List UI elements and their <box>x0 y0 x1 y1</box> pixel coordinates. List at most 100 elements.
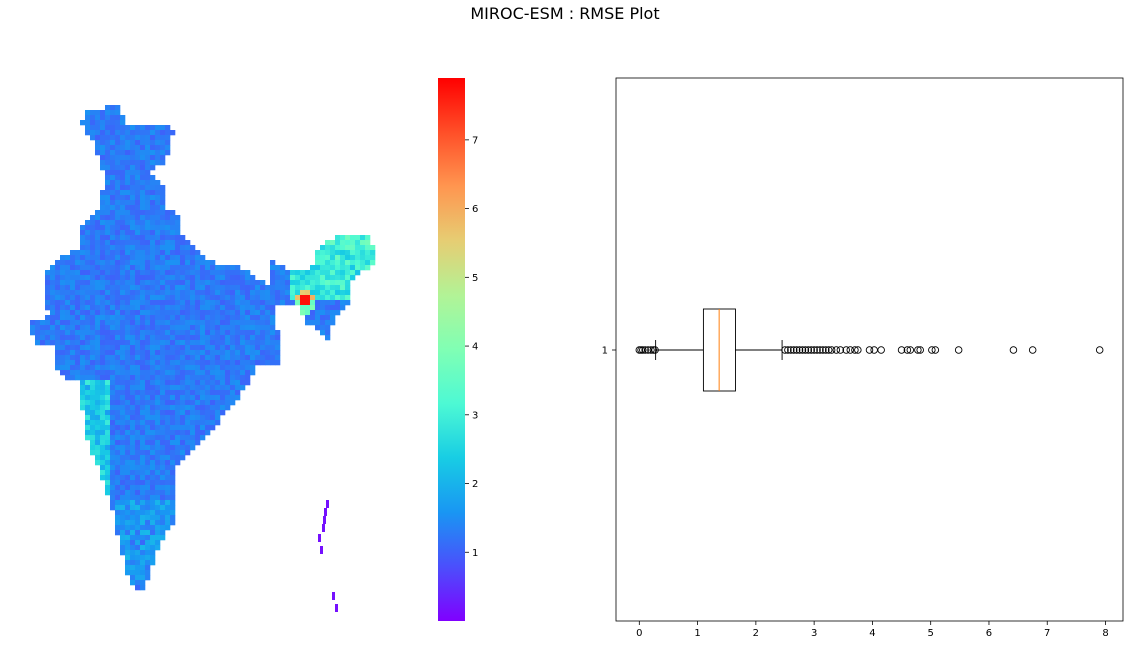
map-cell <box>355 235 361 241</box>
map-cell <box>160 530 166 536</box>
map-cell <box>95 295 101 301</box>
map-cell <box>105 305 111 311</box>
map-cell <box>95 235 101 241</box>
map-cell <box>125 555 131 561</box>
outlier-point <box>795 346 804 354</box>
map-cell <box>210 265 216 271</box>
map-cell <box>85 435 91 441</box>
map-cell <box>200 390 206 396</box>
outlier-point <box>816 346 824 354</box>
map-cell <box>155 465 161 471</box>
map-cell <box>340 265 346 271</box>
map-cell <box>140 195 146 201</box>
map-cell <box>65 280 71 286</box>
map-cell <box>250 320 256 326</box>
map-cell <box>165 130 171 136</box>
map-cell <box>130 340 136 346</box>
map-cell <box>125 265 131 271</box>
map-cell <box>75 335 81 341</box>
map-cell <box>155 505 161 511</box>
map-cell <box>65 325 71 331</box>
map-cell <box>70 280 76 286</box>
map-cell <box>320 265 326 271</box>
map-cell <box>160 520 166 526</box>
map-cell <box>200 280 206 286</box>
map-cell <box>110 475 116 481</box>
map-cell <box>200 395 206 401</box>
map-cell <box>155 300 161 306</box>
map-cell <box>100 345 106 351</box>
map-cell <box>165 405 171 411</box>
map-cell <box>50 305 56 311</box>
map-cell <box>120 140 126 146</box>
map-cell <box>115 140 121 146</box>
map-cell <box>320 255 326 261</box>
map-cell <box>195 420 201 426</box>
map-cell <box>225 350 231 356</box>
map-cell <box>170 375 176 381</box>
map-cell <box>75 280 81 286</box>
map-cell <box>140 520 146 526</box>
map-cell <box>125 235 131 241</box>
map-cell <box>140 580 146 586</box>
map-cell <box>165 425 171 431</box>
map-cell <box>65 285 71 291</box>
map-cell <box>215 335 221 341</box>
map-cell <box>145 260 151 266</box>
map-cell <box>125 545 131 551</box>
map-cell <box>300 290 306 296</box>
map-cell <box>160 460 166 466</box>
map-cell <box>160 160 166 166</box>
map-cell <box>360 265 366 271</box>
map-cell <box>205 345 211 351</box>
map-cell <box>205 335 211 341</box>
map-cell <box>125 450 131 456</box>
map-cell <box>225 300 231 306</box>
map-cell <box>90 285 96 291</box>
map-cell <box>165 215 171 221</box>
map-cell <box>115 465 121 471</box>
map-cell <box>215 265 221 271</box>
map-cell <box>120 310 126 316</box>
map-cell <box>160 390 166 396</box>
map-cell <box>195 440 201 446</box>
map-cell <box>170 230 176 236</box>
map-cell <box>225 400 231 406</box>
map-cell <box>105 125 111 131</box>
map-cell <box>120 335 126 341</box>
map-cell <box>200 380 206 386</box>
map-cell <box>140 245 146 251</box>
map-cell <box>315 320 321 326</box>
map-cell <box>105 290 111 296</box>
map-cell <box>90 360 96 366</box>
map-cell <box>70 300 76 306</box>
map-cell <box>120 400 126 406</box>
map-cell <box>155 330 161 336</box>
map-cell <box>175 355 181 361</box>
map-cell <box>175 240 181 246</box>
map-cell <box>230 390 236 396</box>
map-cell <box>145 560 151 566</box>
map-cell <box>160 275 166 281</box>
map-cell <box>125 140 131 146</box>
map-cell <box>215 340 221 346</box>
map-cell <box>320 315 326 321</box>
map-cell <box>75 300 81 306</box>
map-cell <box>190 310 196 316</box>
map-cell <box>100 445 106 451</box>
map-cell <box>120 265 126 271</box>
map-cell <box>150 505 156 511</box>
map-cell <box>100 120 106 126</box>
map-cell <box>135 430 141 436</box>
outlier-point <box>954 346 963 354</box>
map-cell <box>220 275 226 281</box>
map-cell <box>165 475 171 481</box>
map-cell <box>130 160 136 166</box>
map-cell <box>240 365 246 371</box>
map-cell <box>130 145 136 151</box>
map-cell <box>140 485 146 491</box>
map-cell <box>175 405 181 411</box>
map-cell <box>155 345 161 351</box>
map-cell <box>135 325 141 331</box>
